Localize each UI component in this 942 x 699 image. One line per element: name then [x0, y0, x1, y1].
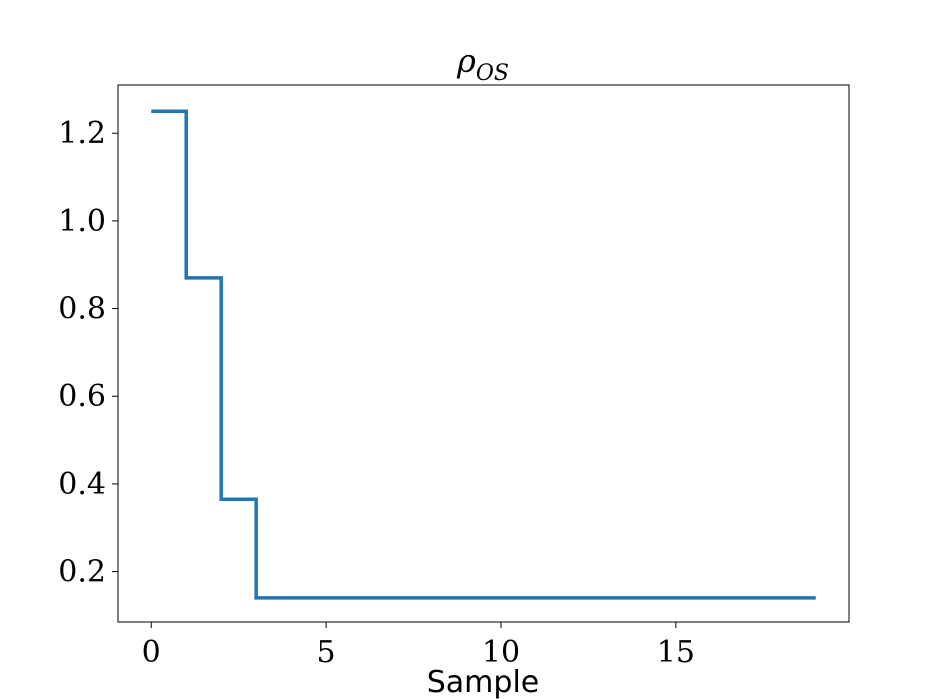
- chart-title: ρOS: [456, 42, 509, 86]
- y-tick-label: 1.0: [58, 204, 106, 239]
- y-tick-label: 0.4: [58, 467, 106, 502]
- series-layer: [151, 109, 816, 600]
- x-axis-label: Sample: [427, 665, 540, 699]
- x-tick-label: 10: [482, 635, 520, 670]
- y-tick-label: 0.6: [58, 379, 106, 414]
- x-tick-label: 15: [657, 635, 695, 670]
- plot-frame: [117, 84, 850, 623]
- y-tick-label: 0.8: [58, 292, 106, 327]
- plot-area: [118, 85, 849, 622]
- x-tick-label: 5: [317, 635, 336, 670]
- y-tick-label: 0.2: [58, 555, 106, 590]
- x-tick-label: 0: [142, 635, 161, 670]
- chart-title-subscript: OS: [476, 61, 509, 86]
- series-line-0: [151, 109, 816, 600]
- y-axis-ticks: 0.2 0.4 0.6 0.8 1.0 1.2: [58, 116, 118, 590]
- y-tick-label: 1.2: [58, 116, 106, 151]
- x-axis-ticks: 0 5 10 15: [142, 622, 695, 670]
- chart-title-base: ρ: [456, 42, 476, 80]
